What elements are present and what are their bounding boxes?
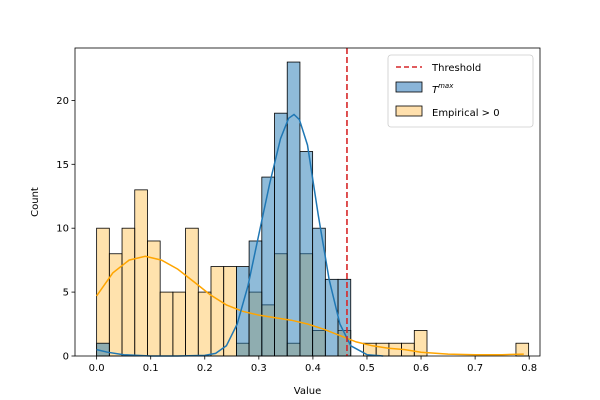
legend-empirical-swatch <box>395 105 423 117</box>
x-tick-label: 0.5 <box>359 363 375 374</box>
y-tick-label: 5 <box>63 288 69 299</box>
y-tick-label: 10 <box>56 224 69 235</box>
bar-tmax <box>261 176 275 357</box>
kde-line-empirical <box>95 255 524 356</box>
bar-empirical <box>210 266 225 357</box>
bar-empirical <box>223 266 237 357</box>
bar-tmax <box>248 240 263 357</box>
y-axis-label: Count <box>30 187 41 217</box>
bar-empirical <box>375 342 390 357</box>
x-tick-label: 0.4 <box>305 363 321 374</box>
legend-tmax-main: T <box>432 85 439 96</box>
x-tick-label: 0.0 <box>89 363 105 374</box>
bar-empirical <box>134 189 148 357</box>
x-tick-label: 0.1 <box>143 363 159 374</box>
x-axis-label: Value <box>294 386 321 397</box>
y-axis-ticks: 0 5 10 15 20 <box>56 96 75 363</box>
bar-empirical <box>159 291 174 357</box>
y-tick-label: 20 <box>56 96 69 107</box>
y-tick-label: 0 <box>63 352 69 363</box>
x-tick-label: 0.3 <box>251 363 267 374</box>
bar-empirical <box>172 291 186 357</box>
legend-tmax-label: Tmax <box>432 82 454 96</box>
plot-frame <box>74 47 541 357</box>
legend: Threshold Tmax Empirical > 0 <box>387 54 534 128</box>
legend-threshold-label: Threshold <box>431 63 481 74</box>
legend-tmax-sup: max <box>438 82 454 90</box>
x-tick-label: 0.2 <box>197 363 213 374</box>
x-tick-label: 0.8 <box>521 363 537 374</box>
bar-empirical <box>121 227 136 357</box>
x-axis-ticks: 0.0 0.1 0.2 0.3 0.4 0.5 0.6 0.7 0.8 <box>89 356 537 374</box>
bar-tmax <box>337 278 352 357</box>
legend-box <box>387 54 534 128</box>
bar-tmax <box>286 61 301 357</box>
x-tick-label: 0.6 <box>413 363 429 374</box>
legend-tmax-swatch <box>395 81 423 93</box>
bar-empirical <box>108 253 123 357</box>
bar-empirical <box>197 291 212 357</box>
bar-empirical <box>185 227 199 357</box>
y-tick-label: 15 <box>56 160 69 171</box>
x-tick-label: 0.7 <box>467 363 483 374</box>
legend-empirical-label: Empirical > 0 <box>432 108 500 119</box>
